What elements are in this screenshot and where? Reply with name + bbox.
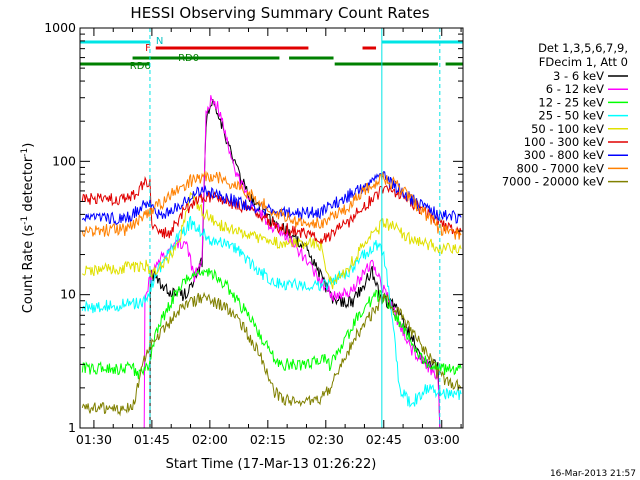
chart-title: HESSI Observing Summary Count Rates bbox=[130, 4, 429, 22]
series-line-3 bbox=[81, 267, 462, 380]
legend-label-4: 25 - 50 keV bbox=[538, 109, 604, 123]
legend-label-3: 12 - 25 keV bbox=[538, 95, 604, 109]
y-axis-label-sup2: -1 bbox=[20, 148, 30, 157]
flag-layer: NF RD0 RD6 bbox=[80, 36, 463, 72]
flag-label-n: N bbox=[156, 36, 163, 47]
y-tick-label-4: 1000 bbox=[44, 20, 76, 35]
x-tick-label-4: 02:15 bbox=[250, 432, 286, 447]
x-axis-label: Start Time (17-Mar-13 01:26:22) bbox=[166, 457, 377, 472]
x-tick-label-3: 02:00 bbox=[192, 432, 228, 447]
legend-label-8: 800 - 7000 keV bbox=[516, 161, 604, 175]
legend-label-7: 300 - 800 keV bbox=[524, 148, 604, 162]
timestamp: 16-Mar-2013 21:57 bbox=[550, 469, 636, 479]
legend-header-line-1: Det 1,3,5,6,7,9, bbox=[538, 41, 628, 55]
legend-label-5: 50 - 100 keV bbox=[531, 122, 604, 136]
y-tick-label-1: 1 bbox=[68, 420, 76, 435]
legend-label-6: 100 - 300 keV bbox=[524, 135, 604, 149]
legend: Det 1,3,5,6,7,9, FDecim 1, Att 0 3 - 6 k… bbox=[502, 41, 628, 189]
legend-label-2: 6 - 12 keV bbox=[546, 82, 604, 96]
legend-label-9: 7000 - 20000 keV bbox=[502, 175, 604, 189]
x-tick-label-6: 02:45 bbox=[366, 432, 402, 447]
series-line-9 bbox=[81, 291, 462, 417]
x-tick-label-2: 01:45 bbox=[134, 432, 170, 447]
y-axis-label-mid: detector bbox=[21, 156, 36, 216]
series-layer bbox=[81, 95, 462, 429]
series-line-4 bbox=[81, 215, 462, 408]
series-line-8 bbox=[81, 170, 462, 240]
flag-label-rd0: RD0 bbox=[178, 53, 199, 64]
y-axis-label: Count Rate (s-1 detector-1) bbox=[20, 143, 36, 314]
flag-label-f: F bbox=[145, 43, 151, 54]
x-tick-label-7: 03:00 bbox=[424, 432, 460, 447]
y-tick-label-3: 100 bbox=[52, 153, 76, 168]
y-tick-label-2: 10 bbox=[60, 287, 76, 302]
series-line-2 bbox=[82, 95, 462, 429]
y-axis-label-end: ) bbox=[21, 143, 36, 148]
y-axis-label-sup1: -1 bbox=[20, 216, 30, 225]
plot-frame bbox=[79, 27, 464, 429]
flag-label-rd6: RD6 bbox=[130, 61, 151, 72]
series-line-5 bbox=[81, 191, 462, 290]
x-tick-label-1: 01:30 bbox=[76, 432, 112, 447]
x-tick-label-5: 02:30 bbox=[308, 432, 344, 447]
legend-label-1: 3 - 6 keV bbox=[553, 69, 604, 83]
marker-layer bbox=[149, 28, 441, 428]
legend-header-line-2: FDecim 1, Att 0 bbox=[539, 55, 628, 69]
axis-layer: 01:30 01:45 02:00 02:15 02:30 02:45 03:00 1 10 10… bbox=[44, 20, 463, 447]
y-axis-label-main: Count Rate (s bbox=[21, 225, 36, 314]
